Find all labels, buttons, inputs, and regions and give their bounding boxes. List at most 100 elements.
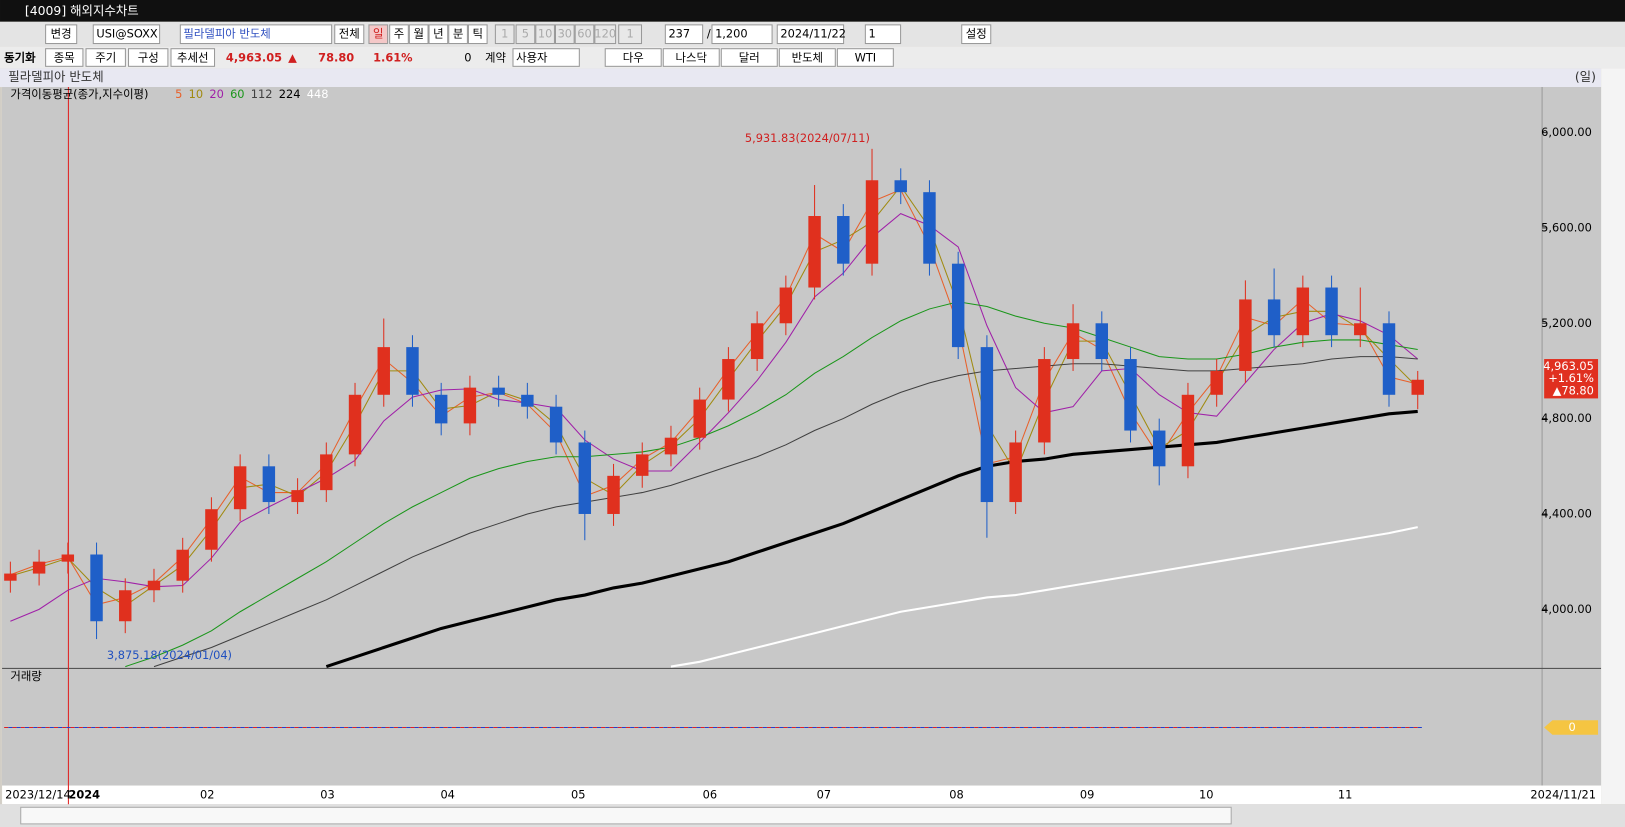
candle-body	[750, 323, 764, 360]
toolbar-button[interactable]	[776, 24, 845, 45]
toolbar-label: 사용자	[516, 51, 548, 65]
toolbar-button[interactable]	[85, 48, 126, 67]
toolbar-button[interactable]	[515, 24, 536, 45]
x-tick-label: 11	[1338, 787, 1352, 801]
candle-body	[1153, 430, 1166, 467]
ma-line	[153, 356, 1418, 668]
toolbar-label: 계약	[485, 51, 506, 65]
toolbar-label: 60	[577, 27, 591, 41]
volume-badge	[1544, 720, 1599, 735]
toolbar-label: 틱	[473, 27, 483, 41]
toolbar-label: 120	[594, 27, 616, 41]
toolbar-label: 월	[413, 27, 423, 41]
tool-column	[1601, 68, 1625, 805]
y-tick-label: 4,800.00	[1541, 411, 1592, 425]
volume-value: 0	[1569, 720, 1576, 734]
toolbar-label: 구성	[138, 51, 159, 65]
x-tick-label: 02	[200, 787, 214, 801]
toolbar-label: 다우	[623, 51, 644, 65]
toolbar-label: 1.61%	[373, 51, 413, 65]
toolbar-label: 4,963.05	[226, 51, 282, 65]
toolbar-button[interactable]	[604, 48, 662, 67]
toolbar-button[interactable]	[778, 48, 836, 67]
toolbar-label: USI@SOXX	[96, 27, 158, 41]
toolbar-button[interactable]	[368, 24, 389, 45]
toolbar-button[interactable]	[864, 24, 902, 45]
y-tick-label: 4,400.00	[1541, 506, 1592, 520]
legend-entry: 112	[251, 87, 273, 101]
toolbar-button[interactable]	[554, 24, 575, 45]
ma-line	[325, 409, 1418, 669]
candle-body	[636, 454, 649, 476]
toolbar-button[interactable]	[664, 24, 704, 45]
scroll-thumb[interactable]	[20, 806, 1232, 825]
toolbar-button[interactable]	[711, 24, 773, 45]
x-tick-label: 2024/11/21	[1530, 787, 1596, 801]
toolbar-button[interactable]	[662, 48, 720, 67]
toolbar-label: 1	[501, 27, 508, 41]
toolbar-button[interactable]	[494, 24, 515, 45]
toolbar-button[interactable]	[618, 24, 643, 45]
toolbar-button[interactable]	[720, 48, 778, 67]
candle-body	[923, 192, 936, 264]
toolbar-label: 나스닥	[676, 51, 708, 65]
toolbar-button[interactable]	[467, 24, 488, 45]
toolbar-button[interactable]	[428, 24, 449, 45]
candle-body	[664, 437, 678, 455]
toolbar-button[interactable]	[512, 48, 580, 67]
toolbar-button[interactable]	[45, 24, 78, 45]
candle-body	[607, 475, 620, 514]
toolbar-label: 0	[464, 51, 471, 65]
candle-body	[4, 573, 17, 581]
period: (일)	[1575, 69, 1596, 84]
high-annotation: 5,931.83(2024/07/11)	[745, 131, 870, 145]
toolbar-button[interactable]	[574, 24, 595, 45]
toolbar-label: 10	[538, 27, 552, 41]
toolbar-label: /	[707, 27, 711, 41]
toolbar-label: 2024/11/22	[780, 27, 846, 41]
toolbar-label: 반도체	[792, 51, 823, 65]
candle-body	[492, 387, 505, 395]
x-tick-label: 08	[949, 787, 963, 801]
candle-body	[1382, 323, 1396, 395]
x-tick-label: 2023/12/14	[5, 787, 71, 801]
toolbar-label: WTI	[855, 51, 877, 65]
candle-body	[1038, 359, 1051, 443]
candle-body	[1066, 323, 1080, 360]
date-axis	[2, 785, 1602, 805]
y-tick-label: 5,200.00	[1541, 316, 1592, 330]
legend-entry: 20	[209, 87, 223, 101]
toolbar-label: 분	[453, 27, 463, 41]
candle-body	[320, 454, 333, 491]
x-tick-label: 07	[817, 787, 831, 801]
candle-body	[951, 263, 965, 348]
toolbar-button[interactable]	[179, 24, 333, 45]
toolbar-button[interactable]	[961, 24, 992, 45]
candle-body	[147, 580, 161, 591]
legend-entry: 5	[175, 87, 182, 101]
toolbar-button[interactable]	[92, 24, 161, 45]
toolbar-label: 달러	[739, 51, 760, 65]
toolbar-label: ▲	[288, 51, 297, 65]
x-tick-label: 06	[703, 787, 717, 801]
toolbar-label: 년	[433, 27, 443, 41]
plot: 4,000.00 4,400.00 4,800.00 5,200.00 5,600.00…	[4, 87, 1599, 801]
candle-body	[1239, 299, 1252, 371]
toolbar-button[interactable]	[535, 24, 555, 45]
toolbar-button[interactable]	[836, 48, 894, 67]
toolbar-label: 설정	[966, 27, 987, 41]
x-tick-label: 04	[440, 787, 454, 801]
toolbar-button[interactable]	[334, 24, 365, 45]
low-annotation: 3,875.18(2024/01/04)	[107, 648, 232, 662]
toolbar-button[interactable]	[448, 24, 468, 45]
toolbar-label: 237	[668, 27, 690, 41]
candle-body	[1009, 442, 1022, 503]
toolbar-button[interactable]	[127, 48, 169, 67]
toolbar-button[interactable]	[45, 48, 84, 67]
toolbar-button[interactable]	[389, 24, 409, 45]
toolbar-button[interactable]	[170, 48, 216, 67]
toolbar-button[interactable]	[594, 24, 617, 45]
indicator-label: 가격이동평균(종가,지수이평)	[10, 87, 148, 101]
toolbar-button[interactable]	[408, 24, 429, 45]
